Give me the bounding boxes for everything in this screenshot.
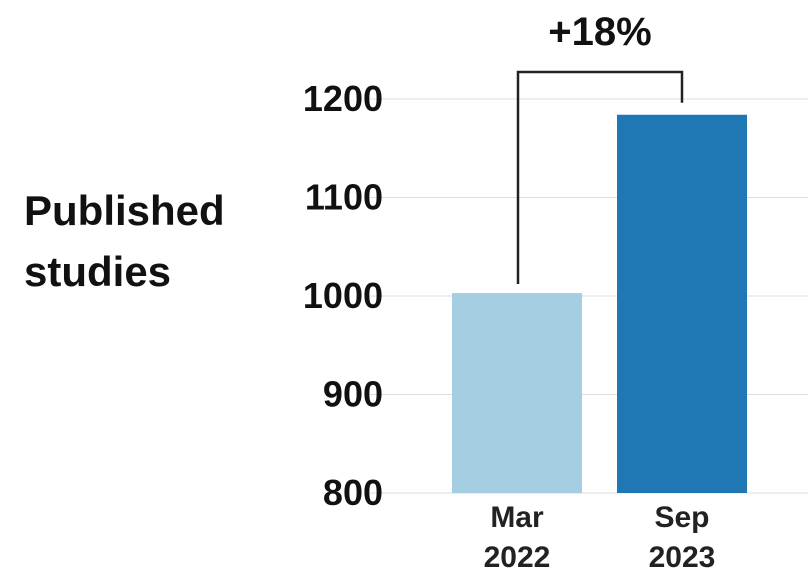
x-category-label-0-line-2: 2022 bbox=[484, 541, 551, 573]
y-tick-label-1000: 1000 bbox=[303, 275, 383, 316]
x-category-label-0-line-1: Mar bbox=[490, 501, 544, 534]
x-category-label-1-line-1: Sep bbox=[654, 501, 709, 534]
y-axis-label-line-1: Published bbox=[24, 187, 225, 234]
change-annotation: +18% bbox=[516, 10, 684, 285]
y-axis-label-line-2: studies bbox=[24, 248, 171, 295]
bars bbox=[452, 114, 747, 493]
bar-mar-2022 bbox=[452, 293, 582, 493]
change-percent-label: +18% bbox=[548, 10, 651, 54]
y-tick-label-1100: 1100 bbox=[305, 177, 383, 218]
y-tick-label-900: 900 bbox=[323, 374, 383, 415]
bar-sep-2023 bbox=[617, 114, 747, 493]
change-bracket bbox=[516, 70, 684, 285]
y-tick-labels: 800 900 1000 1100 1200 bbox=[303, 78, 383, 513]
x-category-label-1-line-2: 2023 bbox=[649, 541, 716, 573]
x-category-labels: Mar 2022 Sep 2023 bbox=[484, 501, 716, 573]
y-tick-label-1200: 1200 bbox=[303, 78, 383, 119]
y-tick-label-800: 800 bbox=[323, 472, 383, 513]
